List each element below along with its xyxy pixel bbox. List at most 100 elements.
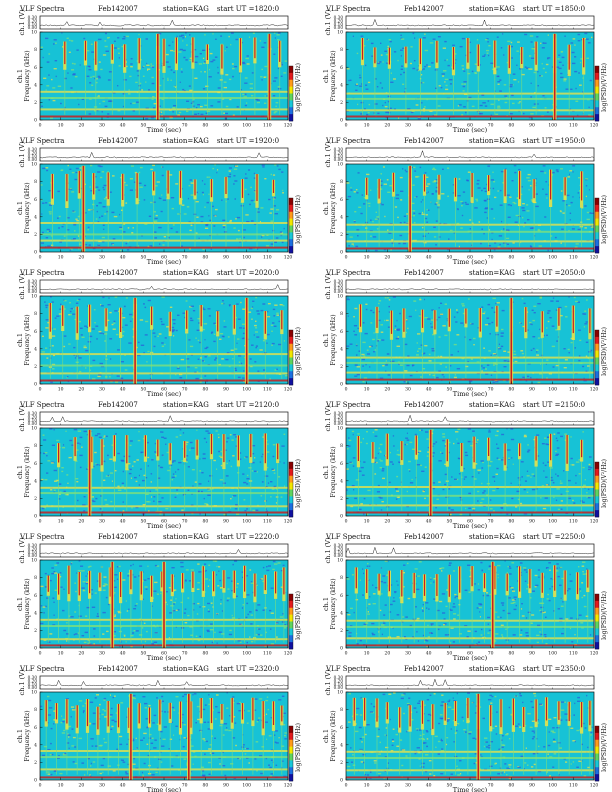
x-axis-label: Time (sec) <box>147 258 182 266</box>
x-tick-label: 110 <box>569 123 578 129</box>
x-tick-label: 10 <box>58 783 64 789</box>
y-tick-label: 2 <box>34 364 37 370</box>
spectrogram-panel: VLF Spectra Feb142007 station=KAG start UT … <box>0 528 306 662</box>
colorbar-label: log(PSD)(V²/Hz) <box>601 591 608 640</box>
y-tick-label: 8 <box>340 179 343 185</box>
y-axis-channel-label: ch.1 <box>16 201 24 215</box>
x-tick-label: 90 <box>223 255 229 261</box>
burst-mark <box>94 41 98 115</box>
y-tick-label: 4 <box>34 346 37 352</box>
burst-mark <box>464 308 468 379</box>
frequency-band <box>346 504 594 507</box>
x-axis-label: Time (sec) <box>147 126 182 134</box>
x-axis-label: Time (sec) <box>453 522 488 530</box>
burst-mark <box>147 707 152 775</box>
x-tick-label: 60 <box>467 123 473 129</box>
y-tick-label: 6 <box>340 725 343 731</box>
trace-tick-label: 0.10 <box>28 418 38 423</box>
amplitude-trace <box>39 548 289 555</box>
burst-mark <box>563 177 567 247</box>
frequency-band <box>40 505 288 508</box>
burst-mark <box>549 169 553 247</box>
x-tick-label: 90 <box>529 783 535 789</box>
x-tick-label: 120 <box>590 783 599 789</box>
panel-date: Feb142007 <box>404 137 444 145</box>
y-axis-label: Frequency (kHz) <box>24 314 31 365</box>
trace-frame <box>39 411 289 426</box>
start-prefix: start UT = <box>216 5 255 13</box>
y-axis-channel-label: ch.1 <box>16 465 24 479</box>
y-tick-label: 0 <box>340 646 343 652</box>
trace-tick-label: 0.20 <box>28 678 38 683</box>
burst-mark <box>373 47 377 115</box>
panel-station-start: station=KAG start UT =1920:0 <box>163 137 279 145</box>
frequency-band <box>346 361 594 364</box>
colorbar-label: log(PSD)(V²/Hz) <box>295 591 302 640</box>
burst-mark <box>119 307 123 379</box>
start-ut-value: 2020:0 <box>254 269 280 277</box>
panel-title: VLF Spectra <box>326 533 371 541</box>
trace-ylabel: ch.1 (V) <box>324 405 332 431</box>
y-axis-channel-label: ch.1 <box>16 729 24 743</box>
burst-mark <box>222 570 226 643</box>
y-axis-label: Frequency (kHz) <box>24 710 31 761</box>
x-tick-label: 110 <box>569 255 578 261</box>
strong-burst-mark <box>428 429 433 516</box>
burst-mark <box>400 570 404 643</box>
burst-mark <box>85 699 90 775</box>
burst-mark <box>404 46 408 115</box>
burst-mark <box>387 570 391 643</box>
trace-tick-label: 0.20 <box>334 18 344 23</box>
y-axis-label: Frequency (kHz) <box>330 182 337 233</box>
station-label: station=KAG <box>163 137 209 145</box>
burst-mark <box>375 698 379 775</box>
start-ut-value: 2220:0 <box>254 533 280 541</box>
x-tick-label: 0 <box>39 123 42 129</box>
burst-mark <box>63 41 67 115</box>
spectrogram-panel: VLF Spectra Feb142007 station=KAG start UT … <box>0 396 306 530</box>
burst-mark <box>178 701 183 775</box>
x-tick-label: 40 <box>120 387 126 393</box>
burst-mark <box>549 433 553 511</box>
trace-tick-label: 0.10 <box>28 286 38 291</box>
trace-tick-label: 0.00 <box>334 157 344 162</box>
trace-tick-label: 0.20 <box>28 150 38 155</box>
y-axis-channel-label: ch.1 <box>322 597 330 611</box>
trace-frame <box>39 15 289 30</box>
frequency-band <box>346 109 594 112</box>
amplitude-trace <box>39 151 289 159</box>
x-tick-label: 0 <box>39 519 42 525</box>
y-tick-label: 2 <box>34 628 37 634</box>
x-tick-label: 20 <box>384 651 390 657</box>
panel-title: VLF Spectra <box>20 533 65 541</box>
y-axis-channel-label: ch.1 <box>322 201 330 215</box>
x-tick-label: 30 <box>99 519 105 525</box>
x-tick-label: 120 <box>590 255 599 261</box>
burst-mark <box>251 697 255 775</box>
frequency-band <box>40 246 288 249</box>
panel-title: VLF Spectra <box>326 401 371 409</box>
trace-tick-label: 0.20 <box>28 414 38 419</box>
burst-mark <box>238 38 243 115</box>
panel-date: Feb142007 <box>404 269 444 277</box>
panel-station-start: station=KAG start UT =2350:0 <box>469 665 585 673</box>
x-tick-label: 20 <box>78 651 84 657</box>
panel-title: VLF Spectra <box>326 137 371 145</box>
burst-mark <box>495 305 499 379</box>
burst-mark <box>73 437 77 511</box>
burst-mark <box>156 439 160 511</box>
burst-mark <box>466 38 470 115</box>
y-axis-label: Frequency (kHz) <box>330 578 337 629</box>
station-label: station=KAG <box>469 137 515 145</box>
station-label: station=KAG <box>163 269 209 277</box>
trace-tick-label: 0.20 <box>28 546 38 551</box>
spectrogram-background <box>346 692 594 780</box>
burst-mark <box>437 174 441 247</box>
x-tick-label: 10 <box>58 651 64 657</box>
burst-mark <box>489 705 493 775</box>
burst-mark <box>152 171 156 247</box>
y-tick-label: 10 <box>337 294 343 300</box>
colorbar <box>594 593 600 650</box>
trace-tick-label: 0.20 <box>334 150 344 155</box>
